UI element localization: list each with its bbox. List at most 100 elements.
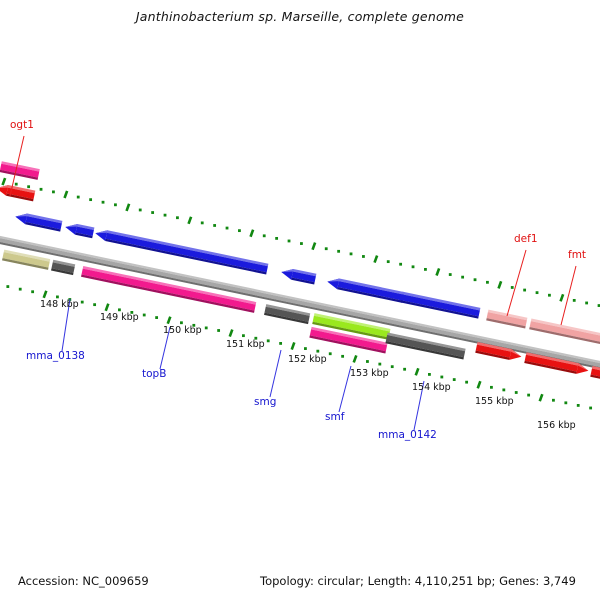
gene-feature[interactable]	[0, 161, 40, 180]
gene-bevel-bottom	[590, 374, 600, 379]
genome-axis-band	[0, 242, 600, 370]
ruler-tick-minor	[266, 339, 270, 343]
gene-body	[0, 163, 40, 178]
gene-feature[interactable]	[15, 213, 63, 232]
ruler-tick-minor	[76, 195, 80, 199]
gene-feature[interactable]	[312, 313, 391, 340]
label-smg[interactable]: smg	[254, 396, 276, 408]
gene-feature[interactable]	[385, 332, 466, 360]
ruler-tick-minor	[275, 236, 279, 240]
gene-feature[interactable]	[51, 259, 76, 276]
gene-bevel-bottom	[385, 341, 464, 360]
gene-bevel-bottom	[25, 222, 61, 232]
topology-text: Topology: circular; Length: 4,110,251 bp…	[260, 574, 576, 588]
gene-feature[interactable]	[327, 278, 405, 303]
ruler-tick-minor	[328, 352, 332, 356]
genome-axis[interactable]	[0, 232, 600, 373]
gene-feature[interactable]	[0, 185, 36, 202]
gene-feature[interactable]	[264, 304, 311, 325]
gene-feature[interactable]	[524, 352, 589, 374]
ruler-tick-minor	[18, 287, 22, 291]
label-fmt[interactable]: fmt	[568, 249, 586, 261]
gene-feature[interactable]	[475, 342, 522, 360]
gene-bevel-bottom	[51, 268, 74, 276]
gene-bevel-top	[1, 161, 40, 172]
tick-row-lower	[6, 285, 593, 410]
ruler-tick-minor	[192, 323, 196, 327]
gene-feature[interactable]	[590, 365, 600, 380]
gene-bevel-top	[7, 185, 36, 194]
ruler-tick-minor	[279, 342, 283, 345]
gene-feature[interactable]	[2, 249, 51, 270]
leader-line-label-topB	[159, 326, 171, 370]
gene-body	[6, 187, 35, 200]
gene-arrowhead-bevel	[510, 349, 522, 357]
gene-body	[309, 329, 388, 352]
label-def1[interactable]: def1	[514, 233, 538, 245]
gene-bevel-top	[311, 326, 388, 346]
ruler-tick-major	[187, 216, 193, 225]
ruler-tick-major	[559, 293, 565, 302]
ruler-tick-major	[352, 354, 358, 363]
gene-body	[312, 315, 390, 338]
gene-bevel-top	[52, 259, 76, 267]
ruler-tick-minor	[114, 203, 117, 207]
gene-body	[264, 306, 310, 322]
ruler-tick-minor	[461, 275, 465, 279]
gene-bevel-top	[525, 352, 579, 366]
leader-line-label-ogt1	[9, 135, 25, 197]
ruler-tick-major	[497, 280, 503, 289]
gene-bevel-bottom	[312, 321, 389, 340]
ruler-label-tick-151: 151 kbp	[226, 339, 265, 350]
ruler-tick-minor	[486, 280, 489, 284]
ruler-tick-minor	[238, 229, 241, 233]
gene-bevel-bottom	[529, 327, 600, 345]
gene-feature[interactable]	[529, 318, 600, 345]
leader-line-label-def1	[506, 249, 527, 317]
ruler-tick-minor	[163, 213, 167, 217]
ruler-tick-minor	[200, 221, 204, 225]
gene-feature[interactable]	[95, 230, 269, 275]
gene-feature[interactable]	[281, 268, 317, 285]
gene-bevel-top	[401, 291, 481, 311]
gene-features[interactable]	[0, 161, 600, 380]
gene-feature[interactable]	[486, 309, 528, 329]
gene-feature[interactable]	[65, 223, 95, 239]
gene-bevel-top	[591, 365, 600, 371]
gene-arrowhead-bevel	[281, 268, 294, 273]
gene-bevel-top	[387, 332, 466, 352]
label-mma_0138[interactable]: mma_0138	[26, 350, 85, 362]
gene-body	[486, 312, 527, 327]
ruler-tick-minor	[6, 285, 10, 288]
ruler-tick-major	[42, 290, 48, 299]
ruler-tick-minor	[473, 278, 477, 282]
ruler-tick-major	[166, 316, 172, 325]
ruler-tick-minor	[225, 226, 229, 230]
gene-name-labels[interactable]: ogt1 def1 fmt mma_0138 topB smg smf mma_0142	[10, 119, 586, 441]
gene-bevel-bottom	[264, 312, 309, 325]
ruler-tick-minor	[585, 301, 589, 305]
accession-text: Accession: NC_009659	[18, 574, 149, 588]
label-mma_0142[interactable]: mma_0142	[378, 429, 437, 441]
gene-feature[interactable]	[81, 266, 257, 313]
gene-bevel-top	[476, 342, 512, 352]
gene-bevel-bottom	[524, 360, 577, 374]
leader-line-label-mma_0142	[413, 380, 425, 431]
ruler-tick-minor	[390, 365, 394, 369]
gene-feature[interactable]	[400, 291, 481, 319]
ruler-tick-minor	[349, 252, 353, 256]
label-smf[interactable]: smf	[325, 411, 345, 423]
gene-bevel-bottom	[486, 318, 526, 329]
gene-bevel-bottom	[337, 287, 403, 303]
gene-feature[interactable]	[309, 326, 388, 354]
gene-bevel-top	[530, 318, 600, 336]
label-topB[interactable]: topB	[142, 368, 166, 380]
leader-line-label-smf	[338, 365, 352, 413]
gene-bevel-bottom	[75, 232, 93, 239]
gene-bevel-bottom	[475, 350, 510, 360]
ruler-tick-minor	[337, 249, 341, 253]
gene-bevel-bottom	[2, 258, 49, 270]
ruler-tick-minor	[362, 255, 365, 258]
label-ogt1[interactable]: ogt1	[10, 119, 34, 131]
